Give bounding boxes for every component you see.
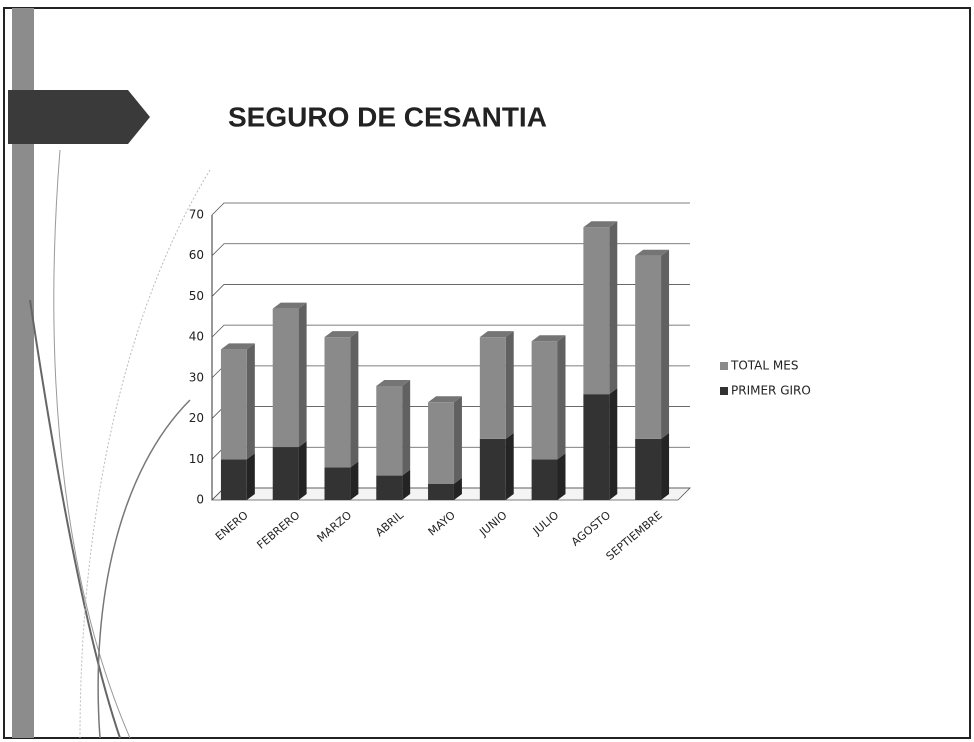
bar-side [558,453,566,500]
bar-side [350,331,358,467]
chart-title: SEGURO DE CESANTIA [228,101,547,132]
bar [480,439,506,500]
bar [635,256,661,439]
bar [325,467,351,500]
bar-side [558,335,566,459]
bar [325,337,351,467]
y-tick-label: 70 [189,208,204,222]
y-tick-label: 50 [189,289,204,303]
bar-side [609,221,617,394]
bar [428,402,454,483]
bar [583,394,609,500]
bar [532,341,558,459]
bar-side [299,303,307,447]
legend-label: PRIMER GIRO [731,384,811,398]
bar-side [402,380,410,476]
bar [376,476,402,500]
arrow-banner [8,90,150,144]
bar [532,459,558,500]
bar [480,337,506,439]
y-tick-label: 60 [189,248,204,262]
bar-side [661,433,669,500]
y-tick-label: 40 [189,330,204,344]
y-tick-label: 0 [196,493,204,507]
bar [221,459,247,500]
bar [273,447,299,500]
bar-side [506,331,514,439]
legend-label: TOTAL MES [730,359,798,373]
bar-side [609,388,617,500]
bar-side [299,441,307,500]
bar-side [506,433,514,500]
bar-side [661,250,669,439]
slide: SEGURO DE CESANTIA 010203040506070ENEROF… [0,0,974,742]
bar-side [247,343,255,459]
y-tick-label: 20 [189,411,204,425]
bar-side [350,461,358,500]
y-tick-label: 30 [189,370,204,384]
bar [583,227,609,394]
bar [273,309,299,447]
bar [376,386,402,476]
bar [428,484,454,500]
bar-side [247,453,255,500]
legend-swatch [720,362,728,370]
bar-side [454,396,462,483]
bar [635,439,661,500]
legend-swatch [720,387,728,395]
y-tick-label: 10 [189,452,204,466]
bar [221,349,247,459]
